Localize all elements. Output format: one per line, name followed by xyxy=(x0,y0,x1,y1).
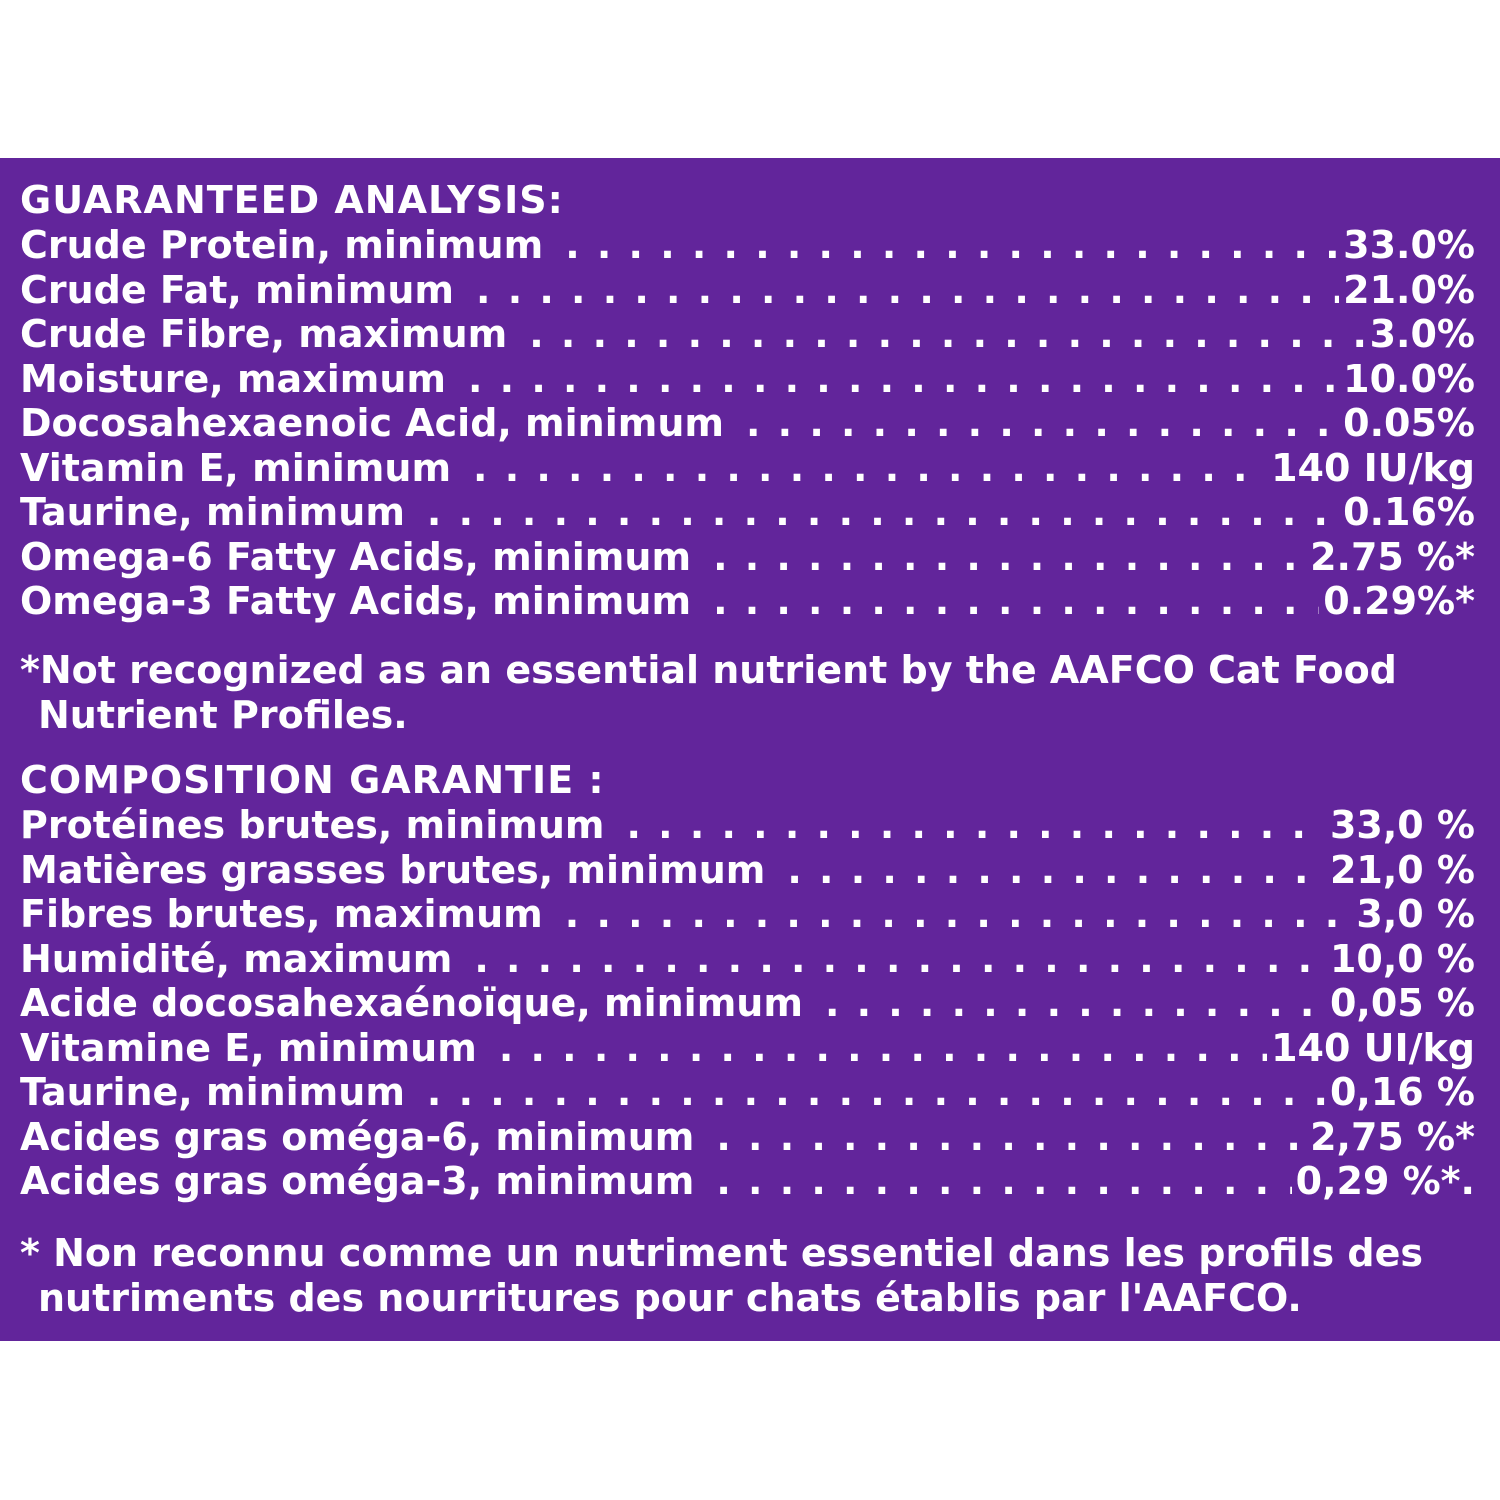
english-analysis-rows: Crude Protein, minimum33.0%Crude Fat, mi… xyxy=(20,223,1475,624)
nutrient-value: 10.0% xyxy=(1343,356,1475,401)
dot-leader xyxy=(474,937,1326,982)
analysis-row: Omega-6 Fatty Acids, minimum 2.75 %* xyxy=(20,535,1475,580)
dot-leader xyxy=(499,1026,1267,1071)
nutrient-value: 2,75 %* xyxy=(1310,1114,1475,1159)
nutrient-value: 33,0 % xyxy=(1329,803,1475,847)
nutrient-value: 10,0 % xyxy=(1329,936,1475,981)
dot-leader xyxy=(427,490,1339,535)
nutrient-value: 0.05% xyxy=(1343,401,1475,445)
nutrient-value: 2.75 %* xyxy=(1310,534,1475,579)
nutrient-value: 3.0% xyxy=(1369,312,1475,356)
analysis-row: Taurine, minimum 0,16 % xyxy=(20,1070,1475,1115)
dot-leader xyxy=(713,535,1306,580)
nutrient-value: 0,05 % xyxy=(1329,981,1475,1025)
dot-leader xyxy=(565,223,1339,268)
analysis-row: Matières grasses brutes, minimum 21,0 % xyxy=(20,848,1475,893)
french-analysis-block: COMPOSITION GARANTIE : Protéines brutes,… xyxy=(20,758,1475,1204)
nutrient-label: Taurine, minimum xyxy=(20,490,405,534)
nutrient-value: 3,0 % xyxy=(1356,892,1475,936)
nutrient-label: Protéines brutes, minimum xyxy=(20,803,605,847)
dot-leader xyxy=(787,848,1326,893)
nutrient-label: Acides gras oméga-6, minimum xyxy=(20,1114,695,1159)
nutrient-label: Matières grasses brutes, minimum xyxy=(20,847,766,892)
dot-leader xyxy=(746,401,1339,446)
nutrient-value: 0,16 % xyxy=(1329,1070,1475,1114)
nutrient-label: Acide docosahexaénoïque, minimum xyxy=(20,981,803,1025)
analysis-row: Docosahexaenoic Acid, minimum 0.05% xyxy=(20,401,1475,446)
analysis-row: Crude Protein, minimum 33.0% xyxy=(20,223,1475,268)
dot-leader xyxy=(565,892,1353,937)
analysis-row: Taurine, minimum 0.16% xyxy=(20,490,1475,535)
french-footnote: * Non reconnu comme un nutriment essenti… xyxy=(20,1231,1423,1320)
nutrient-value: 0,29 %*. xyxy=(1295,1159,1475,1203)
dot-leader xyxy=(713,579,1319,624)
nutrient-value: 21,0 % xyxy=(1329,847,1475,892)
nutrient-label: Moisture, maximum xyxy=(20,356,446,401)
nutrient-label: Crude Fat, minimum xyxy=(20,267,455,312)
analysis-row: Vitamine E, minimum 140 UI/kg xyxy=(20,1026,1475,1071)
dot-leader xyxy=(468,357,1339,402)
nutrient-value: 0.29%* xyxy=(1323,579,1475,623)
nutrient-value: 33.0% xyxy=(1343,223,1475,267)
nutrient-label: Crude Fibre, maximum xyxy=(20,312,508,356)
nutrient-label: Fibres brutes, maximum xyxy=(20,892,543,936)
analysis-row: Crude Fat, minimum 21.0% xyxy=(20,268,1475,313)
guaranteed-analysis-panel: GUARANTEED ANALYSIS: Crude Protein, mini… xyxy=(0,158,1500,1341)
analysis-row: Fibres brutes, maximum 3,0 % xyxy=(20,892,1475,937)
nutrient-label: Crude Protein, minimum xyxy=(20,223,544,267)
french-analysis-rows: Protéines brutes, minimum33,0 %Matières … xyxy=(20,803,1475,1204)
analysis-row: Acides gras oméga-6, minimum 2,75 %* xyxy=(20,1115,1475,1160)
nutrient-label: Vitamine E, minimum xyxy=(20,1025,477,1070)
analysis-row: Crude Fibre, maximum 3.0% xyxy=(20,312,1475,357)
dot-leader xyxy=(627,803,1326,848)
nutrient-label: Omega-3 Fatty Acids, minimum xyxy=(20,579,692,623)
nutrient-label: Docosahexaenoic Acid, minimum xyxy=(20,401,725,445)
dot-leader xyxy=(716,1115,1306,1160)
english-footnote: *Not recognized as an essential nutrient… xyxy=(20,648,1397,737)
nutrient-label: Taurine, minimum xyxy=(20,1070,405,1114)
nutrient-value: 140 IU/kg xyxy=(1271,445,1475,490)
dot-leader xyxy=(473,446,1267,491)
dot-leader xyxy=(427,1070,1326,1115)
dot-leader xyxy=(529,312,1365,357)
french-analysis-title: COMPOSITION GARANTIE : xyxy=(20,758,605,802)
dot-leader xyxy=(476,268,1339,313)
nutrient-label: Humidité, maximum xyxy=(20,936,453,981)
nutrient-value: 0.16% xyxy=(1343,490,1475,534)
analysis-row: Acide docosahexaénoïque, minimum 0,05 % xyxy=(20,981,1475,1026)
dot-leader xyxy=(825,981,1326,1026)
nutrient-label: Omega-6 Fatty Acids, minimum xyxy=(20,534,692,579)
english-analysis-title: GUARANTEED ANALYSIS: xyxy=(20,178,564,222)
analysis-row: Omega-3 Fatty Acids, minimum 0.29%* xyxy=(20,579,1475,624)
nutrient-label: Vitamin E, minimum xyxy=(20,445,452,490)
analysis-row: Vitamin E, minimum 140 IU/kg xyxy=(20,446,1475,491)
analysis-row: Moisture, maximum 10.0% xyxy=(20,357,1475,402)
analysis-row: Acides gras oméga-3, minimum 0,29 %*. xyxy=(20,1159,1475,1204)
nutrient-value: 21.0% xyxy=(1343,267,1475,312)
nutrient-label: Acides gras oméga-3, minimum xyxy=(20,1159,695,1203)
analysis-row: Protéines brutes, minimum 33,0 % xyxy=(20,803,1475,848)
english-analysis-block: GUARANTEED ANALYSIS: Crude Protein, mini… xyxy=(20,178,1475,624)
nutrient-value: 140 UI/kg xyxy=(1271,1025,1475,1070)
dot-leader xyxy=(716,1159,1291,1204)
analysis-row: Humidité, maximum 10,0 % xyxy=(20,937,1475,982)
